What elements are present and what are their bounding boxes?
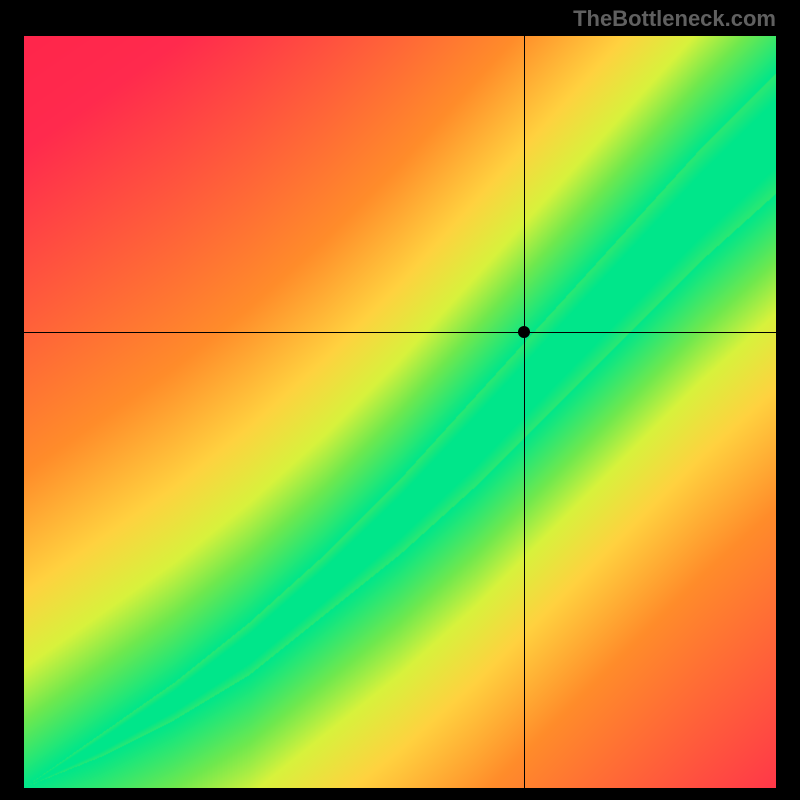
marker-dot	[518, 326, 530, 338]
crosshair-horizontal	[24, 332, 776, 333]
heatmap-canvas	[24, 36, 776, 788]
heatmap-chart	[24, 36, 776, 788]
watermark-text: TheBottleneck.com	[573, 6, 776, 32]
crosshair-vertical	[524, 36, 525, 788]
